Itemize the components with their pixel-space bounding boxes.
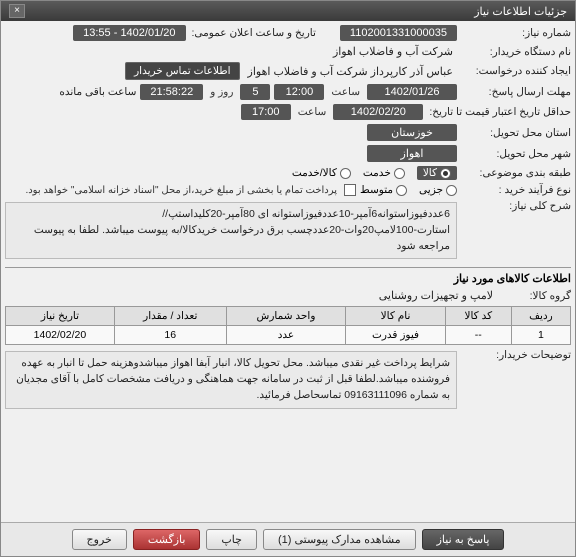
need-number-label: شماره نیاز: — [461, 27, 571, 39]
goods-group-label: گروه کالا: — [501, 290, 571, 302]
buyer-notes-label: توضیحات خریدار: — [461, 349, 571, 361]
process-option-medium-label: متوسط — [360, 184, 393, 196]
goods-group-value: لامپ و تجهیزات روشنایی — [375, 289, 497, 302]
province-value: خوزستان — [367, 124, 457, 141]
cell-code: -- — [445, 326, 511, 345]
table-row: 1 -- فیوز قدرت عدد 16 1402/02/20 — [6, 326, 571, 345]
reply-deadline-label: مهلت ارسال پاسخ: — [461, 86, 571, 98]
divider — [5, 267, 571, 268]
row-validity: حداقل تاریخ اعتبار قیمت تا تاریخ: 1402/0… — [5, 104, 571, 120]
reply-time-value: 12:00 — [274, 84, 324, 100]
validity-time-value: 17:00 — [241, 104, 291, 120]
row-description: شرح کلی نیاز: 6عددفیوزاستوانه6آمپر-10عدد… — [5, 200, 571, 261]
creator-label: ایجاد کننده درخواست: — [461, 65, 571, 77]
th-date: تاریخ نیاز — [6, 307, 115, 326]
announce-value: 1402/01/20 - 13:55 — [73, 25, 185, 41]
content-area: شماره نیاز: 1102001331000035 تاریخ و ساع… — [1, 21, 575, 522]
table-header-row: ردیف کد کالا نام کالا واحد شمارش تعداد /… — [6, 307, 571, 326]
row-need-number: شماره نیاز: 1102001331000035 تاریخ و ساع… — [5, 25, 571, 41]
buyer-value: شرکت آب و فاضلاب اهواز — [329, 45, 457, 58]
category-option-goods[interactable]: کالا — [417, 166, 457, 180]
days-label: روز و — [207, 86, 236, 98]
need-number-value: 1102001331000035 — [340, 25, 457, 41]
city-value: اهواز — [367, 145, 457, 162]
th-name: نام کالا — [346, 307, 445, 326]
goods-section-header: اطلاعات کالاهای مورد نیاز — [5, 272, 571, 285]
title-bar: جزئیات اطلاعات نیاز × — [1, 1, 575, 21]
reply-button[interactable]: پاسخ به نیاز — [422, 529, 505, 550]
row-province: استان محل تحویل: خوزستان — [5, 124, 571, 141]
row-buyer-notes: توضیحات خریدار: شرایط پرداخت غیر نقدی می… — [5, 349, 571, 410]
validity-date-value: 1402/02/20 — [333, 104, 423, 120]
radio-icon — [340, 168, 351, 179]
announce-label: تاریخ و ساعت اعلان عمومی: — [190, 27, 316, 39]
main-window: جزئیات اطلاعات نیاز × شماره نیاز: 110200… — [0, 0, 576, 557]
category-option-service-label: خدمت — [363, 167, 391, 179]
row-category: طبقه بندی موضوعی: کالا خدمت کالا/خدمت — [5, 166, 571, 180]
radio-icon — [396, 185, 407, 196]
contact-button[interactable]: اطلاعات تماس خریدار — [125, 62, 239, 80]
process-radio-group: جزیی متوسط — [360, 184, 457, 196]
cell-name: فیوز قدرت — [346, 326, 445, 345]
category-label: طبقه بندی موضوعی: — [461, 167, 571, 179]
close-icon[interactable]: × — [9, 4, 25, 18]
th-qty: تعداد / مقدار — [114, 307, 226, 326]
city-label: شهر محل تحویل: — [461, 148, 571, 160]
process-option-medium[interactable]: متوسط — [360, 184, 407, 196]
payment-checkbox[interactable] — [344, 184, 356, 196]
cell-date: 1402/02/20 — [6, 326, 115, 345]
cell-unit: عدد — [226, 326, 346, 345]
attachments-button[interactable]: مشاهده مدارک پیوستی (1) — [263, 529, 416, 550]
row-city: شهر محل تحویل: اهواز — [5, 145, 571, 162]
print-button[interactable]: چاپ — [206, 529, 257, 550]
row-creator: ایجاد کننده درخواست: عباس آذر کارپرداز ش… — [5, 62, 571, 80]
remaining-time-value: 21:58:22 — [140, 84, 203, 100]
row-reply-deadline: مهلت ارسال پاسخ: 1402/01/26 ساعت 12:00 5… — [5, 84, 571, 100]
category-radio-group: کالا خدمت کالا/خدمت — [292, 166, 457, 180]
category-option-both[interactable]: کالا/خدمت — [292, 167, 351, 179]
row-process: نوع فرآیند خرید : جزیی متوسط پرداخت تمام… — [5, 184, 571, 196]
cell-idx: 1 — [511, 326, 570, 345]
province-label: استان محل تحویل: — [461, 127, 571, 139]
creator-value: عباس آذر کارپرداز شرکت آب و فاضلاب اهواز — [244, 65, 457, 78]
row-goods-group: گروه کالا: لامپ و تجهیزات روشنایی — [5, 289, 571, 302]
time-label-2: ساعت — [295, 106, 330, 118]
back-button[interactable]: بازگشت — [133, 529, 201, 550]
cell-qty: 16 — [114, 326, 226, 345]
remaining-label: ساعت باقی مانده — [59, 86, 136, 98]
radio-icon — [440, 168, 451, 179]
validity-label: حداقل تاریخ اعتبار قیمت تا تاریخ: — [427, 106, 571, 118]
desc-text: 6عددفیوزاستوانه6آمپر-10عددفیوزاستوانه ای… — [5, 202, 457, 259]
th-unit: واحد شمارش — [226, 307, 346, 326]
exit-button[interactable]: خروج — [72, 529, 127, 550]
window-title: جزئیات اطلاعات نیاز — [474, 5, 567, 18]
category-option-both-label: کالا/خدمت — [292, 167, 337, 179]
category-option-goods-label: کالا — [423, 167, 437, 179]
th-code: کد کالا — [445, 307, 511, 326]
th-idx: ردیف — [511, 307, 570, 326]
radio-icon — [394, 168, 405, 179]
payment-note: پرداخت تمام یا بخشی از مبلغ خرید،از محل … — [22, 185, 340, 196]
days-value: 5 — [240, 84, 270, 100]
process-option-minor[interactable]: جزیی — [419, 184, 457, 196]
footer-buttons: پاسخ به نیاز مشاهده مدارک پیوستی (1) چاپ… — [1, 522, 575, 556]
buyer-notes-text: شرایط پرداخت غیر نقدی میباشد. محل تحویل … — [5, 351, 457, 408]
desc-label: شرح کلی نیاز: — [461, 200, 571, 212]
buyer-label: نام دستگاه خریدار: — [461, 46, 571, 58]
reply-date-value: 1402/01/26 — [367, 84, 457, 100]
process-option-minor-label: جزیی — [419, 184, 443, 196]
process-label: نوع فرآیند خرید : — [461, 184, 571, 196]
goods-table: ردیف کد کالا نام کالا واحد شمارش تعداد /… — [5, 306, 571, 345]
row-buyer: نام دستگاه خریدار: شرکت آب و فاضلاب اهوا… — [5, 45, 571, 58]
radio-icon — [446, 185, 457, 196]
category-option-service[interactable]: خدمت — [363, 167, 405, 179]
time-label-1: ساعت — [328, 86, 363, 98]
